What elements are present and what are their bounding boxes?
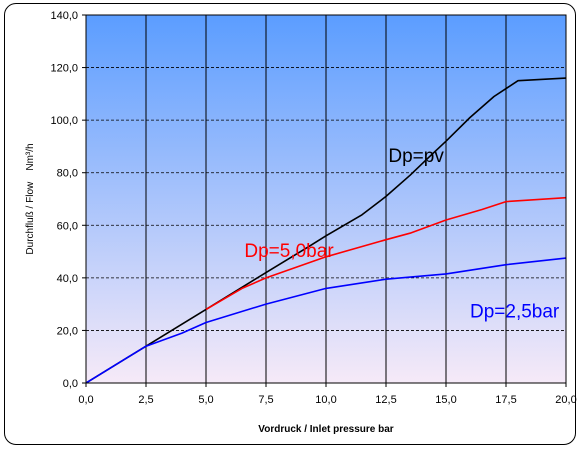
x-tick-label: 10,0 bbox=[315, 394, 336, 406]
x-tick-label: 2,5 bbox=[138, 394, 153, 406]
tick-labels: 0,0 2,5 5,0 7,5 10,0 12,5 15,0 17,5 20,0 0,0 20,0 4… bbox=[50, 10, 576, 406]
y-tick-label: 100,0 bbox=[50, 115, 78, 127]
y-tick-label: 40,0 bbox=[57, 273, 78, 285]
series-line-2 bbox=[85, 257, 567, 384]
y-tick-label: 60,0 bbox=[57, 220, 78, 232]
series-label-1: Dp=5,0bar bbox=[244, 241, 334, 262]
series-labels: Dp=pv Dp=5,0bar Dp=2,5bar bbox=[244, 146, 560, 322]
x-tick-label: 12,5 bbox=[375, 394, 396, 406]
x-tick-label: 7,5 bbox=[258, 394, 273, 406]
gridlines bbox=[86, 15, 566, 383]
x-tick-label: 15,0 bbox=[435, 394, 456, 406]
y-tick-label: 120,0 bbox=[50, 63, 78, 75]
series-label-2: Dp=2,5bar bbox=[470, 301, 560, 322]
x-tick-label: 0,0 bbox=[78, 394, 93, 406]
y-tick-label: 0,0 bbox=[63, 378, 78, 390]
x-tick-label: 5,0 bbox=[198, 394, 213, 406]
x-tick-label: 20,0 bbox=[555, 394, 576, 406]
y-axis-label: Durchfluß / Flow Nm³/h bbox=[25, 143, 36, 254]
y-tick-label: 80,0 bbox=[57, 168, 78, 180]
series-layer bbox=[85, 77, 567, 384]
y-tick-label: 20,0 bbox=[57, 325, 78, 337]
x-axis-label: Vordruck / Inlet pressure bar bbox=[258, 424, 394, 435]
y-tick-label: 140,0 bbox=[50, 10, 78, 22]
series-label-0: Dp=pv bbox=[388, 146, 444, 167]
x-tick-label: 17,5 bbox=[495, 394, 516, 406]
series-line-1 bbox=[205, 196, 567, 311]
